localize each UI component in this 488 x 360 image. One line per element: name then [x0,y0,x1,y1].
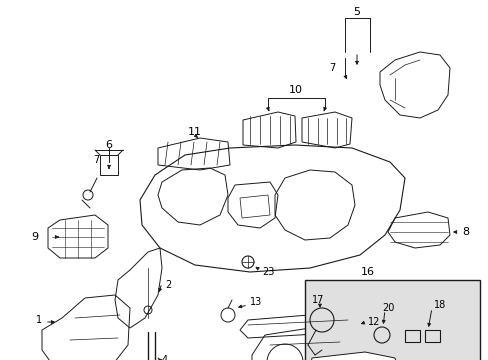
Text: 6: 6 [105,140,112,150]
Text: 5: 5 [353,7,360,17]
Bar [305,280,479,360]
Text: 16: 16 [360,267,374,277]
Text: 9: 9 [31,232,38,242]
Text: 18: 18 [433,300,445,310]
Text: 7: 7 [328,63,334,73]
Text: 17: 17 [311,295,324,305]
Text: 11: 11 [187,127,202,137]
Text: 12: 12 [367,317,380,327]
Text: 13: 13 [249,297,262,307]
Text: 20: 20 [381,303,393,313]
Text: 23: 23 [262,267,274,277]
Text: 2: 2 [164,280,171,290]
Text: 7: 7 [93,155,99,165]
Text: 4: 4 [162,355,168,360]
Text: 8: 8 [461,227,468,237]
Polygon shape [307,352,399,360]
Text: 1: 1 [36,315,42,325]
Text: 10: 10 [288,85,303,95]
